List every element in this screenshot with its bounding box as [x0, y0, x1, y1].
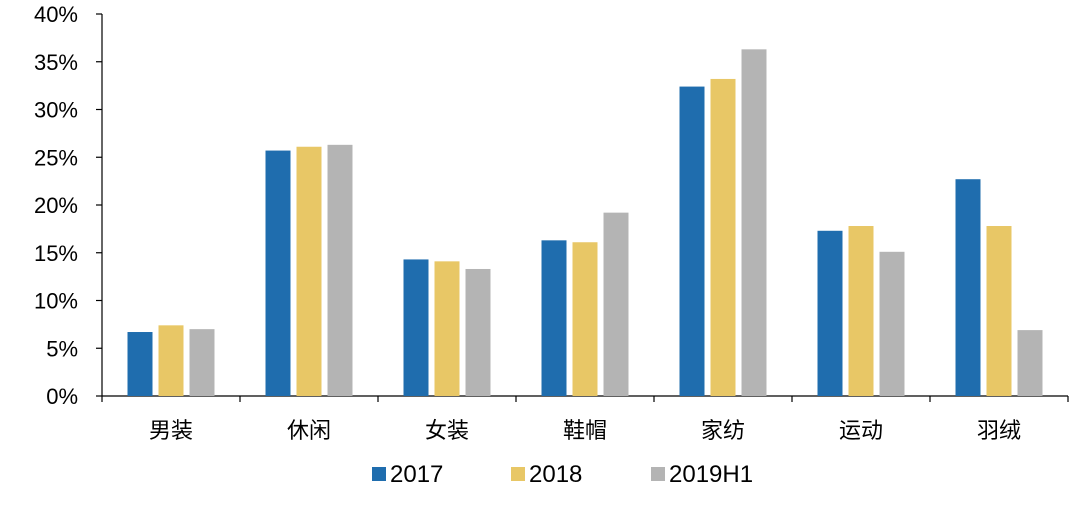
legend-swatch — [511, 467, 525, 481]
bar — [817, 230, 843, 396]
bar — [1017, 330, 1043, 396]
bar — [879, 251, 905, 396]
bar — [848, 226, 874, 396]
y-tick-label: 10% — [34, 289, 78, 314]
x-tick-label: 运动 — [839, 419, 883, 444]
y-tick-label: 25% — [34, 145, 78, 170]
bar — [403, 259, 429, 396]
bar — [679, 86, 705, 396]
bar — [296, 146, 322, 396]
bar — [572, 242, 598, 396]
y-tick-label: 40% — [34, 2, 78, 27]
bar — [265, 150, 291, 396]
bar — [158, 325, 184, 396]
bar — [541, 240, 567, 396]
legend-label: 2018 — [529, 461, 582, 488]
bars — [127, 49, 1043, 397]
x-tick-label: 男装 — [149, 419, 193, 444]
bar — [986, 226, 1012, 396]
y-tick-label: 35% — [34, 50, 78, 75]
x-tick-label: 羽绒 — [977, 419, 1021, 444]
x-tick-label: 休闲 — [287, 419, 331, 444]
legend-swatch — [372, 467, 386, 481]
x-axis: 男装 休闲 女装 鞋帽 家纺 运动 羽绒 — [101, 395, 1069, 444]
y-axis: 0% 5% 10% 15% 20% 25% 30% 35% 40% — [34, 2, 103, 409]
y-tick-label: 20% — [34, 193, 78, 218]
bar — [465, 268, 491, 396]
bar — [434, 261, 460, 396]
y-tick-label: 15% — [34, 241, 78, 266]
bar — [189, 329, 215, 396]
bar — [327, 144, 353, 396]
y-tick-label: 5% — [46, 336, 78, 361]
x-tick-label: 家纺 — [701, 419, 745, 444]
legend: 2017 2018 2019H1 — [372, 461, 753, 488]
y-tick-label: 30% — [34, 98, 78, 123]
legend-swatch — [651, 467, 665, 481]
legend-label: 2019H1 — [669, 461, 753, 488]
bar — [127, 332, 153, 396]
bar — [741, 49, 767, 397]
y-tick-label: 0% — [46, 384, 78, 409]
bar — [603, 212, 629, 396]
bar — [710, 78, 736, 396]
legend-label: 2017 — [390, 461, 443, 488]
bar — [955, 179, 981, 396]
x-tick-label: 鞋帽 — [563, 419, 607, 444]
x-tick-label: 女装 — [425, 419, 469, 444]
